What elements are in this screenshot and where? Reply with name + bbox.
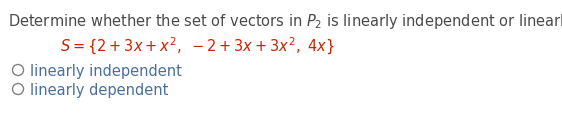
Text: linearly independent: linearly independent bbox=[30, 63, 182, 78]
Text: linearly dependent: linearly dependent bbox=[30, 82, 169, 97]
Text: $S = \{2 + 3x + x^2,\ -2 + 3x + 3x^2,\ 4x\}$: $S = \{2 + 3x + x^2,\ -2 + 3x + 3x^2,\ 4… bbox=[60, 36, 335, 57]
Text: Determine whether the set of vectors in $P_2$ is linearly independent or linearl: Determine whether the set of vectors in … bbox=[8, 12, 562, 31]
